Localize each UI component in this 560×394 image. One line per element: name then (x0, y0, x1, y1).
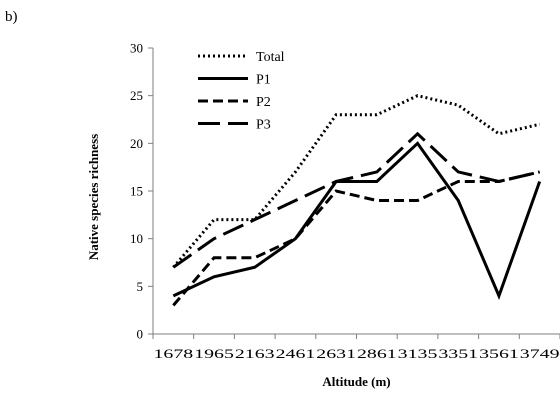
x-ticks: 1678 1965 2163 2461 2631 2861 3135 3351 3561 3749 (152, 334, 560, 361)
series-line-p1 (172, 141, 542, 300)
series-line-total (172, 94, 540, 269)
series-lines (172, 94, 542, 307)
legend-label-p2: P2 (256, 95, 271, 110)
y-ticks: 0 5 10 15 20 25 30 (130, 41, 153, 342)
x-tick-label: 2631 (316, 346, 356, 361)
series-line-p3 (172, 131, 540, 269)
x-tick-label: 2461 (276, 346, 316, 361)
legend-label-p3: P3 (256, 118, 271, 133)
y-tick-label: 10 (130, 231, 143, 246)
x-axis-title: Altitude (m) (322, 374, 390, 389)
y-axis-title-group: Native species richness (86, 134, 101, 260)
x-tick-label: 3749 (520, 346, 560, 361)
y-tick-label: 15 (130, 184, 143, 199)
x-tick-label: 3351 (438, 346, 478, 361)
panel-label: b) (5, 9, 18, 25)
legend-label-p1: P1 (256, 73, 271, 88)
x-tick-label: 2163 (235, 346, 275, 361)
legend: Total P1 P2 P3 (198, 50, 285, 133)
x-tick-label: 2861 (357, 346, 397, 361)
series-line-p2 (172, 170, 540, 307)
x-tick-label: 1678 (154, 346, 194, 361)
x-tick-label: 1965 (194, 346, 234, 361)
x-tick-label: 3561 (479, 346, 519, 361)
y-axis-title: Native species richness (86, 134, 101, 260)
x-tick-label: 3135 (398, 346, 438, 361)
legend-label-total: Total (256, 50, 285, 65)
y-tick-label: 0 (137, 327, 144, 342)
y-tick-label: 5 (137, 279, 144, 294)
y-tick-label: 20 (130, 136, 143, 151)
y-tick-label: 30 (130, 41, 143, 56)
y-tick-label: 25 (130, 88, 143, 103)
